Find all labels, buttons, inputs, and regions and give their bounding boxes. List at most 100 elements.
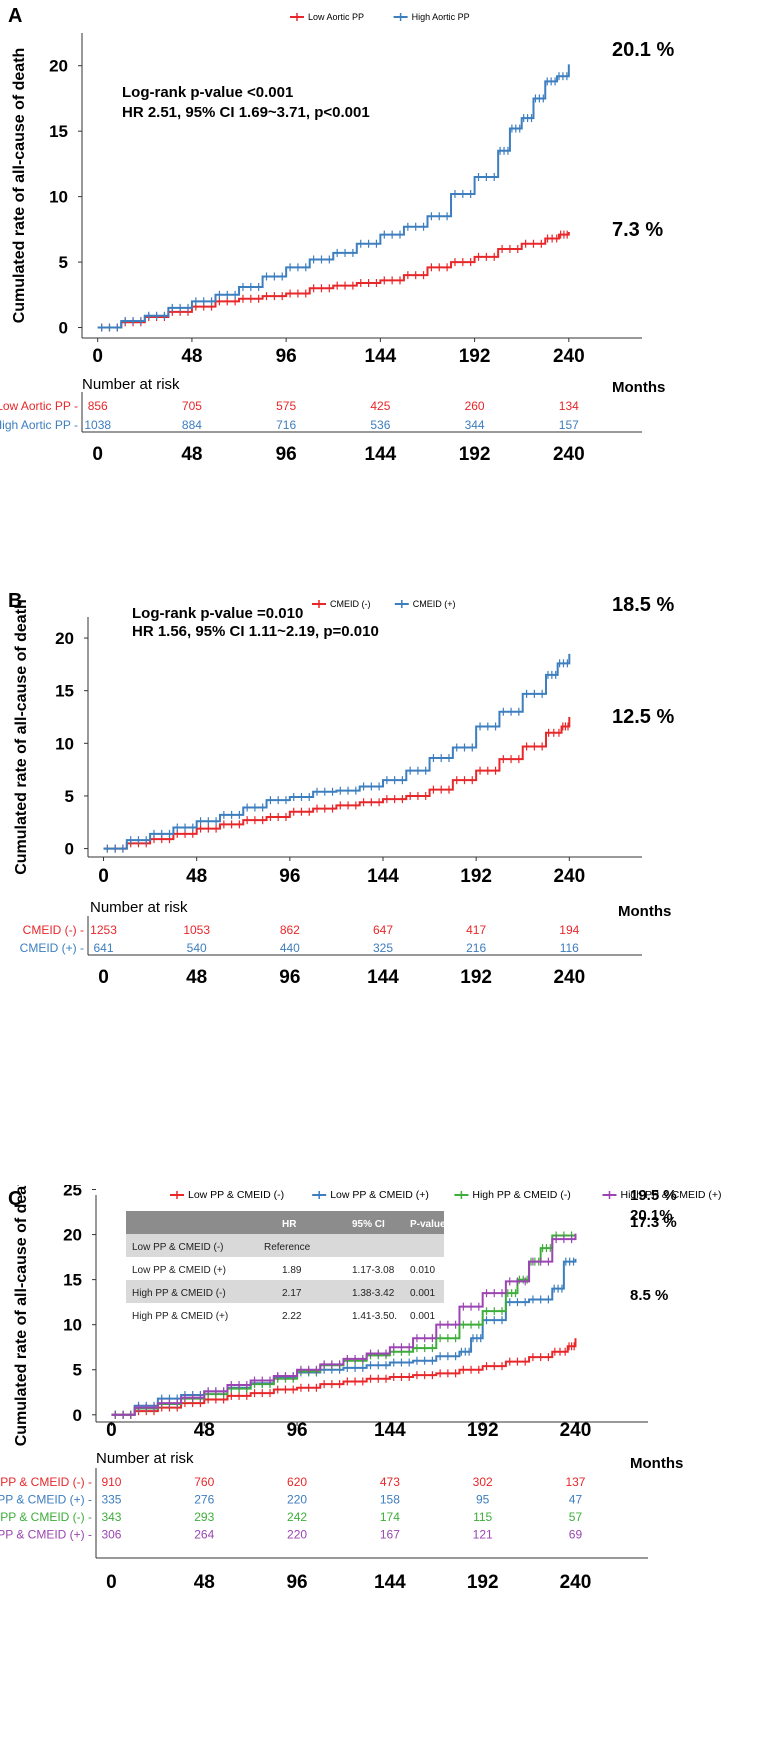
x-tick-label: 144 <box>367 866 399 887</box>
legend-label: CMEID (+) <box>413 599 456 609</box>
x-tick-label: 48 <box>186 866 207 887</box>
risk-x-tick-label: 96 <box>279 967 300 988</box>
hr-table-cell: Low PP & CMEID (-) <box>132 1242 224 1253</box>
risk-value: 325 <box>373 941 393 955</box>
risk-value: 260 <box>465 399 485 413</box>
y-tick-label: 0 <box>65 840 74 859</box>
hr-table-cell: Low PP & CMEID (+) <box>132 1265 226 1276</box>
km-panel-c: C Low PP & CMEID (-) Low PP & CMEID (+) Hig… <box>0 1185 763 1754</box>
risk-row-label: CMEID (+) - <box>20 941 84 955</box>
risk-value: 417 <box>466 923 486 937</box>
risk-x-tick-label: 240 <box>553 444 585 465</box>
y-tick-label: 20 <box>49 57 68 76</box>
risk-value: 335 <box>101 1493 121 1507</box>
x-tick-label: 0 <box>106 1420 117 1441</box>
months-label: Months <box>630 1455 683 1472</box>
hr-table-header: P-value <box>410 1219 446 1230</box>
annotation: HR 2.51, 95% CI 1.69~3.71, p<0.001 <box>122 104 370 121</box>
km-chart-a: A Low Aortic PP High Aortic PP 0 5 10 15 20 0 48 9… <box>0 5 674 465</box>
y-axis-label: Cumulated rate of all-cause of death <box>13 1185 30 1446</box>
hr-table-cell: Reference <box>264 1242 311 1253</box>
legend-b: CMEID (-) CMEID (+) <box>312 599 456 609</box>
risk-value: 760 <box>194 1475 214 1489</box>
hr-table-row-bg <box>126 1303 444 1326</box>
risk-x-tick-label: 48 <box>194 1572 215 1593</box>
x-tick-label: 96 <box>276 346 297 367</box>
x-tick-label: 48 <box>181 346 202 367</box>
risk-value: 425 <box>370 399 390 413</box>
x-tick-label: 240 <box>560 1420 592 1441</box>
y-tick-label: 20 <box>55 629 74 648</box>
y-tick-label: 10 <box>63 1316 82 1335</box>
legend-label: High Aortic PP <box>412 12 470 22</box>
risk-value: 575 <box>276 399 296 413</box>
risk-value: 647 <box>373 923 393 937</box>
y-axis-label: Cumulated rate of all-cause of death <box>11 48 28 324</box>
risk-table-c: Number at risk Months ow PP & CMEID (-) - 9… <box>0 1450 683 1593</box>
legend-label: Low Aortic PP <box>308 12 364 22</box>
end-label: 18.5 % <box>612 594 674 616</box>
y-tick-label: 15 <box>49 122 68 141</box>
risk-value: 862 <box>280 923 300 937</box>
risk-value: 473 <box>380 1475 400 1489</box>
end-label: 8.5 % <box>630 1287 668 1304</box>
curve-low-pp-cmeid- <box>111 1338 577 1416</box>
curve-low-aortic-pp <box>97 231 570 329</box>
risk-x-tick-label: 144 <box>367 967 399 988</box>
hr-table-row-bg <box>126 1280 444 1303</box>
annotation: Log-rank p-value <0.001 <box>122 84 293 101</box>
risk-value: 302 <box>473 1475 493 1489</box>
hr-table-header: HR <box>282 1219 297 1230</box>
annotation: HR 1.56, 95% CI 1.11~2.19, p=0.010 <box>132 623 379 640</box>
risk-row-label: gh PP & CMEID (-) - <box>0 1510 92 1524</box>
x-tick-label: 192 <box>467 1420 499 1441</box>
hr-table-header: 95% CI <box>352 1219 385 1230</box>
risk-x-tick-label: 192 <box>460 967 492 988</box>
risk-value: 344 <box>465 418 485 432</box>
risk-table-title: Number at risk <box>82 376 180 393</box>
y-tick-label: 5 <box>65 787 74 806</box>
risk-value: 264 <box>194 1528 214 1542</box>
legend-label: CMEID (-) <box>330 599 371 609</box>
risk-value: 116 <box>560 941 579 955</box>
end-label: 20.1 % <box>612 39 674 61</box>
risk-value: 167 <box>380 1528 400 1542</box>
y-tick-label: 25 <box>63 1185 82 1200</box>
risk-value: 276 <box>194 1493 214 1507</box>
y-tick-label: 0 <box>73 1406 82 1425</box>
x-tick-label: 192 <box>460 866 492 887</box>
risk-x-tick-label: 240 <box>553 967 585 988</box>
x-tick-label: 0 <box>92 346 103 367</box>
risk-table-title: Number at risk <box>96 1450 194 1467</box>
km-chart-b: B CMEID (-) CMEID (+) 0 5 10 15 20 0 48 96 144 192 24… <box>8 590 674 988</box>
legend-label: High PP & CMEID (-) <box>472 1189 570 1201</box>
risk-value: 242 <box>287 1510 307 1524</box>
curve-high-aortic-pp <box>97 64 570 329</box>
risk-value: 95 <box>476 1493 490 1507</box>
hr-table: HR 95% CI P-value Low PP & CMEID (-) Referen… <box>126 1211 446 1326</box>
km-panel-a: A Low Aortic PP High Aortic PP 0 5 10 15 20 0 48 9… <box>0 0 763 560</box>
risk-value: 440 <box>280 941 300 955</box>
risk-x-tick-label: 48 <box>186 967 207 988</box>
hr-table-cell: 1.41-3.50. <box>352 1311 397 1322</box>
x-tick-label: 240 <box>553 346 585 367</box>
end-label: 17.3 % <box>630 1214 677 1231</box>
risk-value: 536 <box>370 418 390 432</box>
risk-value: 137 <box>565 1475 585 1489</box>
risk-value: 134 <box>559 399 579 413</box>
x-tick-label: 48 <box>194 1420 215 1441</box>
risk-table-a: Number at risk Months Low Aortic PP - 856 70… <box>0 376 665 465</box>
risk-x-tick-label: 192 <box>467 1572 499 1593</box>
risk-value: 47 <box>569 1493 583 1507</box>
risk-value: 194 <box>559 923 579 937</box>
km-panel-b: B CMEID (-) CMEID (+) 0 5 10 15 20 0 48 96 144 192 24… <box>0 585 763 1130</box>
risk-x-tick-label: 96 <box>286 1572 307 1593</box>
risk-x-tick-label: 48 <box>181 444 202 465</box>
risk-value: 343 <box>101 1510 121 1524</box>
panel-letter-a: A <box>8 5 22 27</box>
x-tick-label: 240 <box>553 866 585 887</box>
risk-table-b: Number at risk Months CMEID (-) - 1253 1053 8… <box>20 899 672 988</box>
censor-marks <box>101 230 568 332</box>
risk-row-label: ow PP & CMEID (+) - <box>0 1493 92 1507</box>
hr-table-cell: 1.89 <box>282 1265 302 1276</box>
